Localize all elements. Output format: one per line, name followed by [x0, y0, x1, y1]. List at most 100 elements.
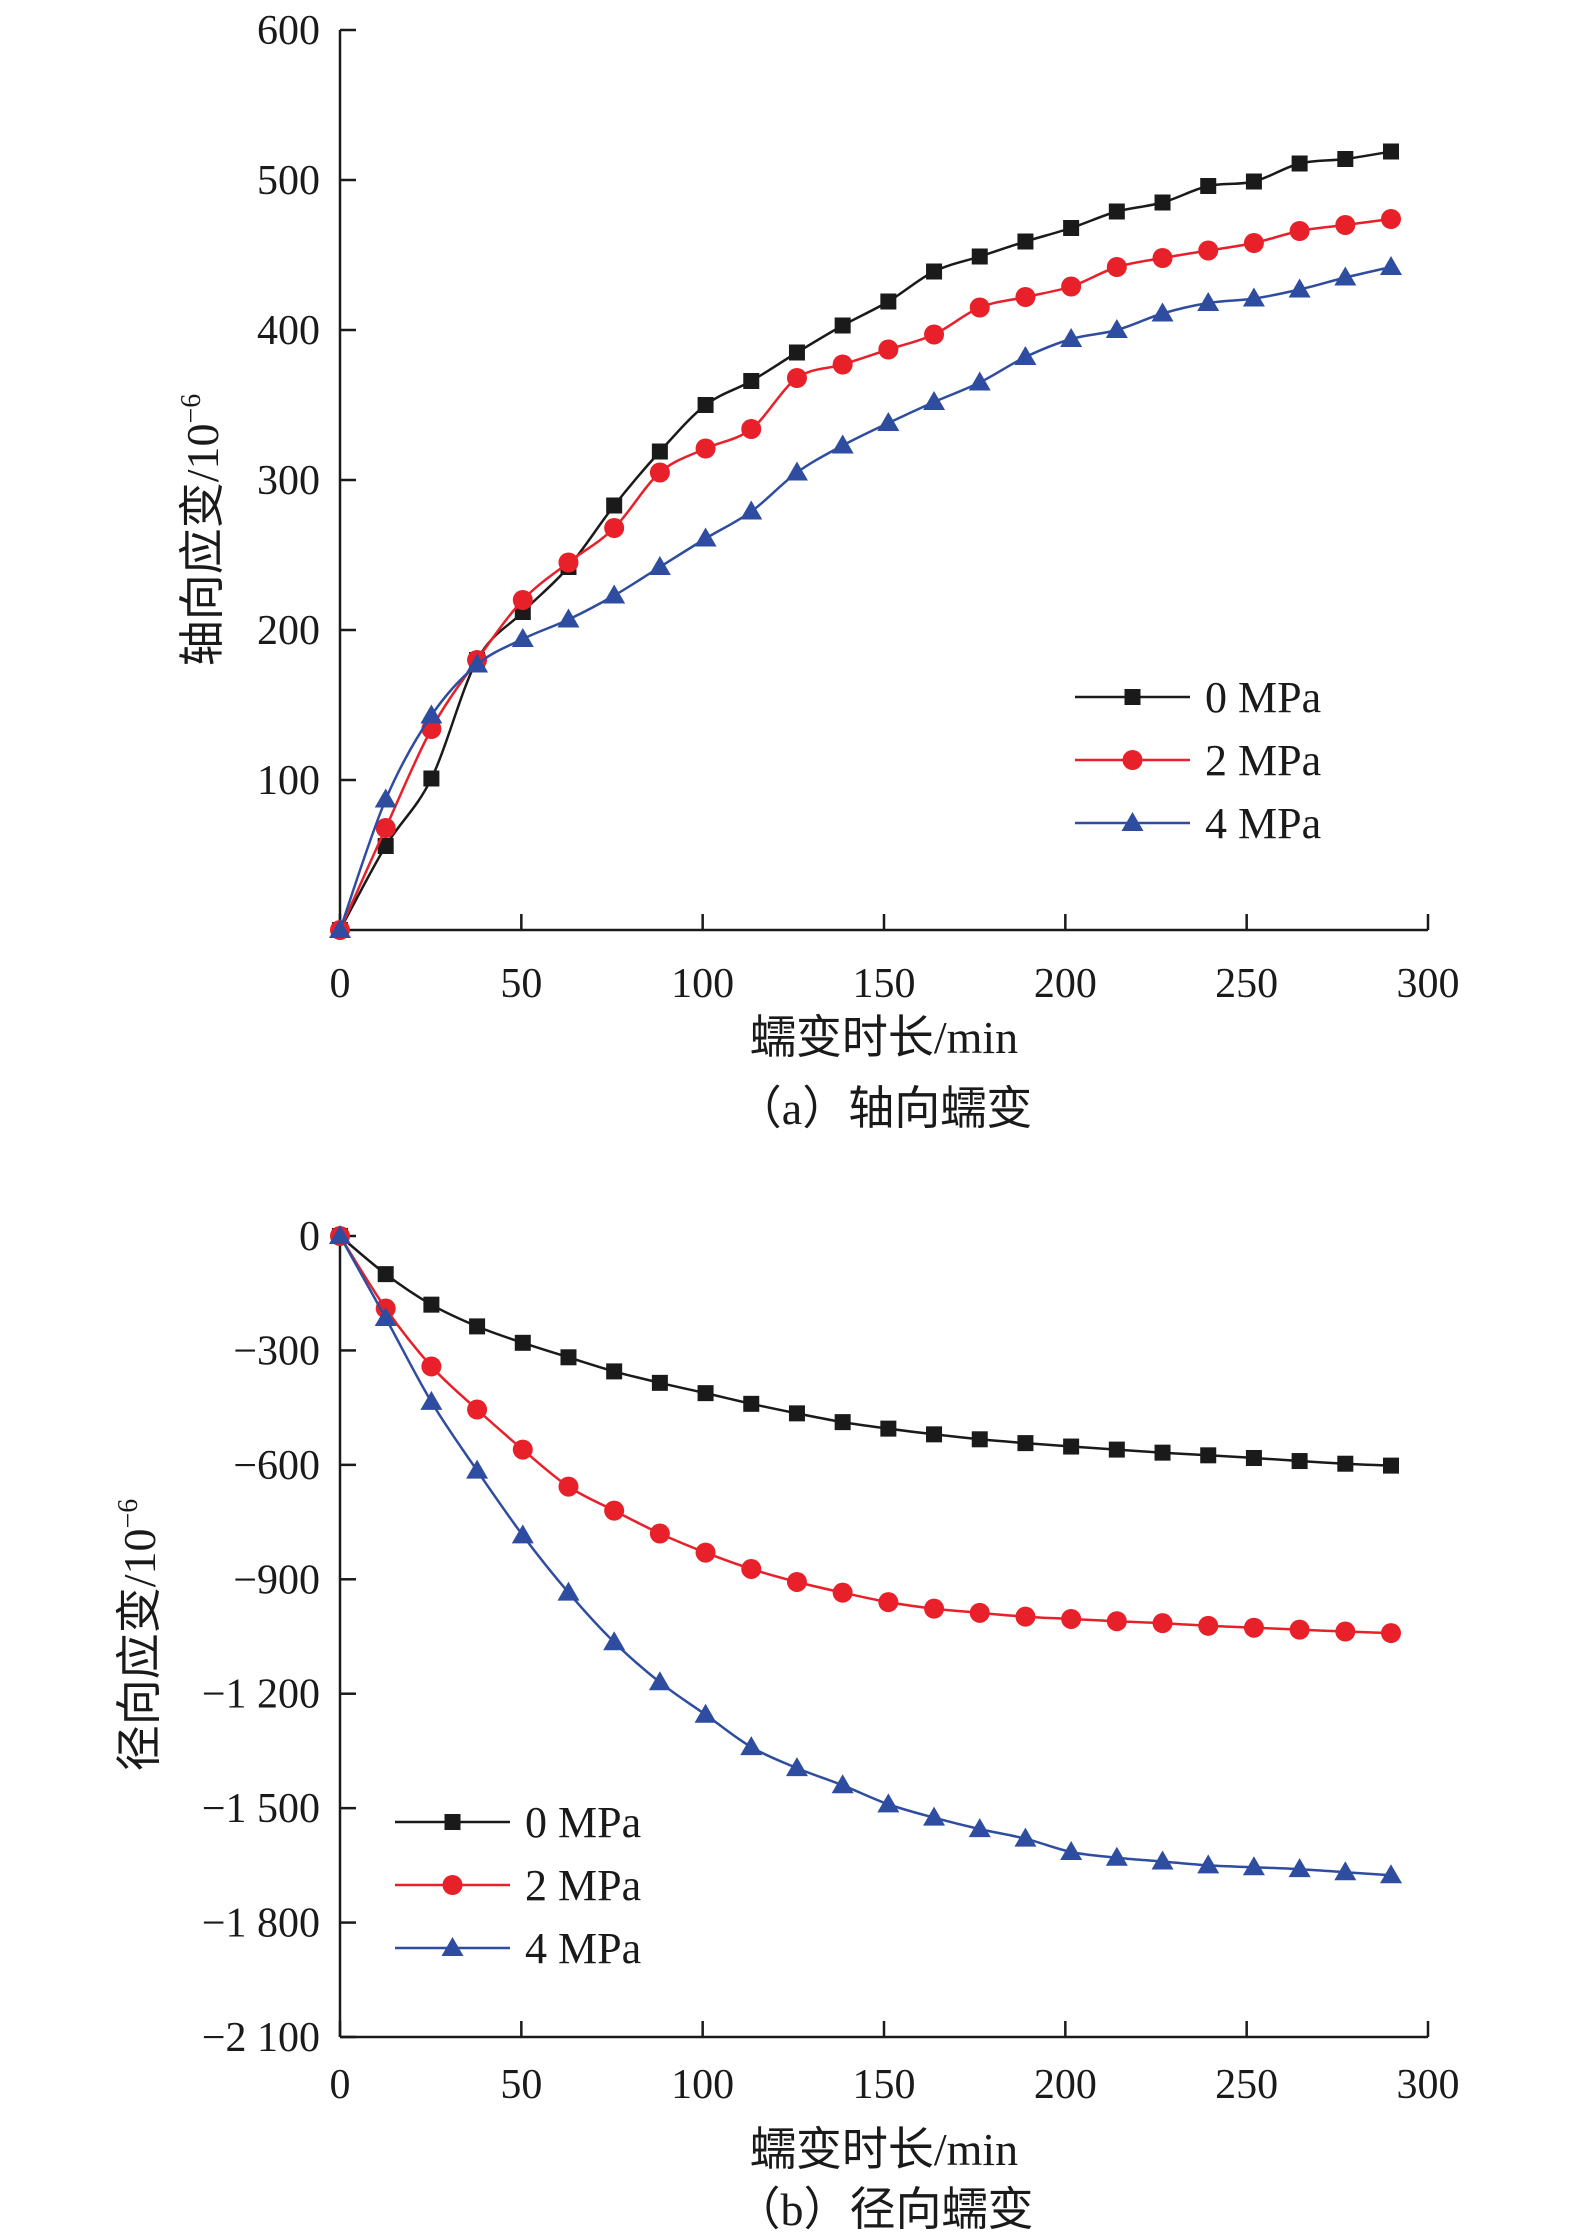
panel-a-series-2-point	[603, 584, 626, 604]
panel-a-series-2-point	[694, 527, 717, 547]
panel-b-series-0-point	[514, 1334, 531, 1351]
panel-a-series-2-point	[785, 461, 808, 481]
panel-a-legend: 0 MPa 2 MPa 4 MPa	[1075, 673, 1321, 848]
panel-b-series-2-point	[329, 1225, 351, 1244]
panel-a-series-2-point	[1380, 256, 1403, 275]
panel-a-series-0-point	[743, 373, 760, 389]
panel-b-series-0-point	[834, 1414, 851, 1431]
panel-b-series-2-point	[511, 1524, 534, 1544]
panel-b-series-2-point	[648, 1671, 671, 1691]
panel-a-caption: （a）轴向蠕变	[736, 1083, 1032, 1134]
panel-a-series-1-point	[832, 354, 853, 375]
panel-a-legend-marker-2	[1121, 812, 1144, 831]
panel-a-series-0-point	[606, 497, 623, 514]
panel-b-series-1-point	[1243, 1617, 1264, 1638]
panel-a-series-1-point	[695, 438, 716, 459]
panel-b-series-0-point	[697, 1385, 714, 1402]
panel-a-series-0-point	[1017, 233, 1034, 250]
panel-b-series-0-point	[423, 1296, 440, 1313]
panel-a-series-1-point	[1061, 276, 1082, 297]
panel-b-series-2-point	[1242, 1856, 1265, 1876]
panel-a-x-tick-label: 300	[1397, 961, 1460, 1007]
panel-b-series-2-point	[374, 1307, 397, 1327]
panel-a-series-2-point	[1151, 302, 1174, 322]
panel-b-y-tick-label: 0	[299, 1214, 320, 1260]
panel-a-series-2-point	[466, 653, 489, 673]
panel-a-y-tick-label: 300	[257, 458, 320, 504]
panel-b-series-0-point	[971, 1431, 988, 1448]
panel-a-legend-label-0: 0 MPa	[1205, 673, 1321, 722]
panel-a-series-1-point	[1015, 287, 1036, 307]
panel-b-series-1-point	[1381, 1623, 1402, 1644]
panel-a-y-axis-title-exponent: −6	[176, 394, 207, 424]
panel-a-series-2-point	[511, 628, 534, 647]
panel-b-series-0-point	[1291, 1453, 1308, 1470]
panel-a-series-2-point	[831, 434, 854, 454]
panel-b-series-0-point	[1200, 1447, 1217, 1464]
panel-b-x-tick-label: 200	[1034, 2062, 1097, 2108]
panel-b-series-1-point	[421, 1356, 442, 1377]
panel-a-series-2-point	[1060, 328, 1083, 347]
panel-a-series-1-point	[741, 419, 762, 439]
panel-b-series-0-point	[788, 1405, 805, 1422]
panel-b-series-1-point	[969, 1602, 990, 1623]
panel-a-series-0-point	[423, 770, 440, 787]
panel-b-y-tick-label: −1 500	[202, 1786, 320, 1832]
panel-b-y-tick-label: −900	[233, 1557, 320, 1603]
panel-a-series-2-point	[420, 704, 443, 724]
panel-b-series-2-point	[923, 1806, 946, 1826]
panel-a-series-0-point	[971, 248, 988, 265]
panel-a-series-0-point	[926, 263, 943, 280]
panel-a-series-1-point	[604, 518, 625, 538]
panel-b-series-0-point	[926, 1426, 943, 1443]
panel-b-series-1-point	[1015, 1606, 1036, 1627]
panel-b-series-0-point	[1245, 1449, 1262, 1466]
panel-b-series-1-point	[649, 1523, 670, 1544]
panel-a-x-axis-title: 蠕变时长/min	[750, 1012, 1018, 1063]
panel-b-series-0-point	[1063, 1438, 1080, 1455]
panel-a-series-0-point	[377, 838, 394, 854]
panel-a-series-0-point	[834, 317, 851, 334]
panel-b-series-1-point	[1335, 1621, 1356, 1642]
panel-b-series-1-point	[1289, 1619, 1310, 1640]
panel-b-series-1-point	[512, 1439, 533, 1460]
panel-a-series-1-point	[1106, 257, 1127, 277]
panel-a-x-tick-label: 100	[671, 961, 734, 1007]
panel-b-series-0-point	[880, 1420, 897, 1437]
panel-b-legend-label-2: 4 MPa	[525, 1924, 641, 1973]
panel-b-series-1-point	[1152, 1613, 1173, 1634]
panel-a-x-tick-label: 0	[330, 961, 351, 1007]
panel-a-series-0-point	[1108, 203, 1125, 220]
panel-a-series-0-point	[788, 344, 805, 361]
panel-b-y-axis-title-main: 径向应变/10	[114, 1529, 165, 1772]
panel-b-series-2-point	[1288, 1858, 1311, 1878]
panel-b-series-0-point	[1108, 1441, 1125, 1458]
panel-a-series-1-point	[786, 368, 807, 388]
panel-b-legend-marker-1	[442, 1875, 463, 1895]
panel-a-series-1-point	[1243, 233, 1264, 253]
panel-a-series-2-point	[1288, 278, 1311, 298]
panel-b-series-2-point	[1334, 1861, 1357, 1881]
panel-a-y-axis-title: 轴向应变/10−6	[176, 394, 228, 667]
panel-b-series-1-point	[741, 1558, 762, 1579]
panel-a-series-1-point	[375, 818, 396, 838]
panel-a-series-2-point	[1014, 346, 1037, 365]
panel-b-y-tick-label: −1 200	[202, 1672, 320, 1718]
panel-a-axial-creep: 0 50 100 150 200 250 300 100 200 300 400 500 600 蠕变时…	[176, 8, 1460, 1134]
panel-a-plot-area: 0 50 100 150 200 250 300 100 200 300 400 500 600	[257, 8, 1460, 1007]
panel-b-series-2-point	[1014, 1827, 1037, 1847]
panel-b-y-axis-title-exponent: −6	[113, 1499, 144, 1529]
panel-b-x-axis-title: 蠕变时长/min	[750, 2124, 1018, 2175]
panel-b-series-line-2	[338, 1235, 1392, 1877]
panel-a-series-1-point	[512, 590, 533, 610]
panel-b-series-0-point	[1383, 1457, 1400, 1474]
panel-b-legend-marker-2	[441, 1937, 464, 1956]
panel-a-series-2-point	[557, 608, 580, 628]
panel-a-y-tick-label: 400	[257, 308, 320, 354]
panel-a-series-2-point	[923, 391, 946, 410]
panel-a-legend-marker-0	[1124, 689, 1141, 705]
panel-a-series-2-point	[1197, 292, 1220, 311]
panel-b-x-tick-label: 50	[500, 2062, 542, 2108]
panel-a-series-1-point	[1381, 209, 1402, 229]
